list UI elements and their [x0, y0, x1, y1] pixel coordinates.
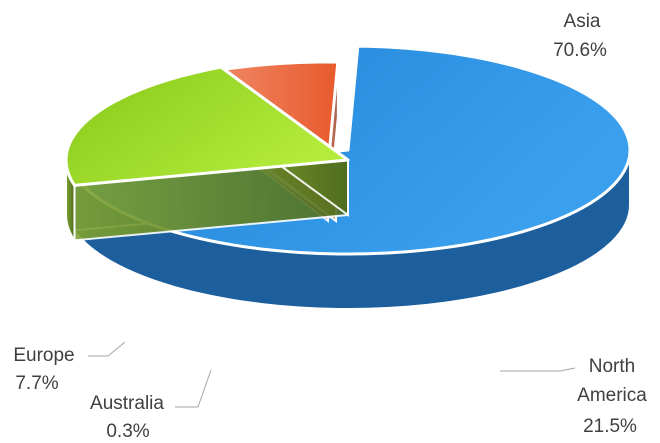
- leader-line-north-america: [500, 367, 576, 372]
- leader-line-australia: [175, 369, 212, 408]
- value-asia: 70.6%: [553, 40, 607, 61]
- value-australia: 0.3%: [106, 421, 149, 442]
- slice-north-america: [64, 65, 350, 244]
- label-asia: Asia: [564, 11, 601, 32]
- label-north-america-line1: North: [589, 356, 635, 377]
- label-australia: Australia: [90, 393, 164, 414]
- pie-slices: [64, 44, 632, 310]
- label-north-america-line2: America: [577, 385, 647, 406]
- value-north-america: 21.5%: [583, 416, 637, 437]
- label-europe: Europe: [13, 345, 74, 366]
- slice-top-north-america: [64, 65, 350, 187]
- leader-line-europe: [88, 341, 126, 357]
- value-europe: 7.7%: [15, 373, 58, 394]
